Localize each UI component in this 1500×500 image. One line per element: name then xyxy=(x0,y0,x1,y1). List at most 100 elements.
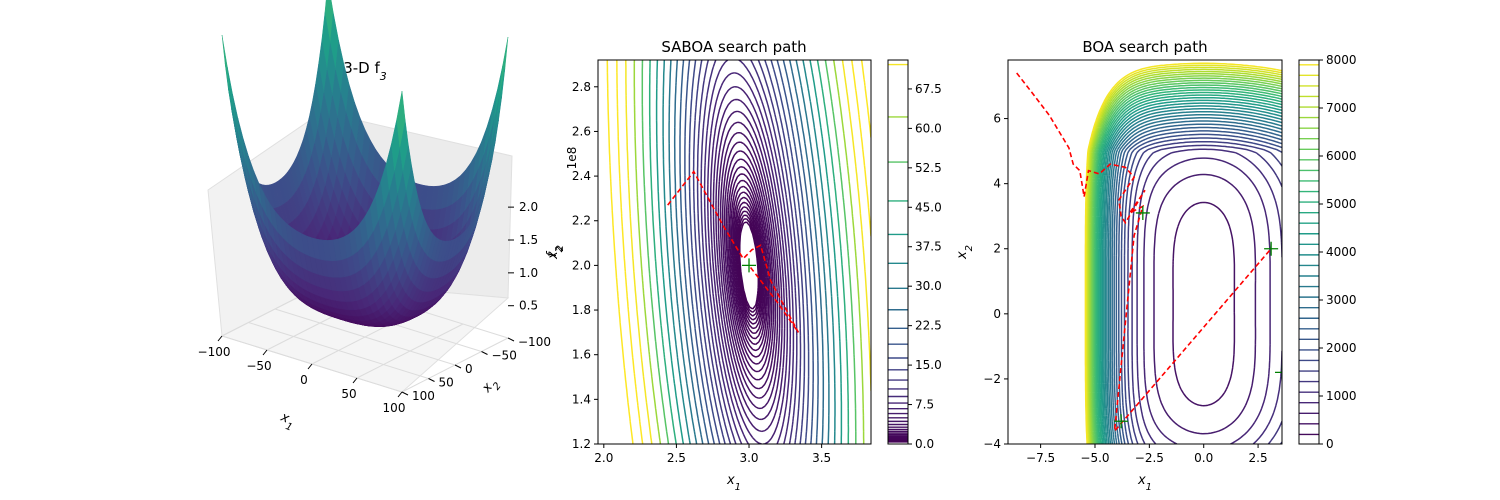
saboa-contour-line xyxy=(712,98,786,433)
saboa-contour-line xyxy=(655,60,843,444)
saboa-contour-line xyxy=(709,85,789,444)
surface-ylabel: x2 xyxy=(479,375,504,399)
saboa-colorbar-tick-label: 7.5 xyxy=(915,398,934,412)
boa-contour-line xyxy=(1094,86,1282,444)
boa-contour-line xyxy=(1153,173,1257,435)
boa-contour-line xyxy=(1084,62,1282,444)
boa-colorbar-tick-label: 4000 xyxy=(1326,245,1357,259)
surface-xtick-label: −100 xyxy=(198,345,231,359)
surface-ztick-label: 1.5 xyxy=(519,233,538,247)
boa-contour-line xyxy=(1090,77,1282,444)
boa-contour-line xyxy=(1127,140,1282,444)
boa-colorbar-tick-label: 7000 xyxy=(1326,101,1357,115)
saboa-contour-line xyxy=(648,60,850,444)
boa-xtick-label: −7.5 xyxy=(1026,451,1055,465)
boa-search-path-line xyxy=(1016,72,1272,434)
surface-ztick-label: 2.0 xyxy=(519,200,538,214)
saboa-path xyxy=(667,170,800,333)
saboa-contour-line xyxy=(725,158,773,373)
boa-colorbar-tick-label: 0 xyxy=(1326,437,1334,451)
saboa-xtick-label: 3.0 xyxy=(739,451,758,465)
boa-contour-line xyxy=(1111,120,1282,444)
surface-title: 3-D f3 xyxy=(343,59,387,83)
surface-title-sub: 3 xyxy=(380,70,387,83)
surface-ztick-label: 1.0 xyxy=(519,266,538,280)
boa-contour-line xyxy=(1087,68,1282,444)
boa-contour-line xyxy=(1089,75,1282,444)
saboa-contour-line xyxy=(730,179,769,352)
saboa-contour-line xyxy=(633,60,865,444)
boa-panel: BOA search path −7.5 −5.0 −2.5 0.0 2.5 −4 −2 0 2… xyxy=(955,38,1357,493)
saboa-ytick-label: 1.4 xyxy=(572,392,591,406)
boa-title: BOA search path xyxy=(1082,38,1207,56)
surface-xtick-mark xyxy=(262,349,268,356)
boa-contour-line xyxy=(1172,201,1236,407)
boa-ytick-label: −4 xyxy=(983,437,1001,451)
surface-ytick-mark xyxy=(481,351,488,355)
surface-mesh xyxy=(221,0,509,327)
surface-facet xyxy=(396,90,406,148)
saboa-contour-line xyxy=(703,60,795,444)
boa-contours xyxy=(1084,62,1282,444)
saboa-contour-line xyxy=(732,191,766,340)
saboa-colorbar-tick-label: 52.5 xyxy=(915,161,942,175)
surface-ytick-label: 50 xyxy=(439,376,454,390)
surface-ytick-label: 100 xyxy=(412,389,435,403)
boa-contour-line xyxy=(1087,70,1282,444)
boa-ytick-label: −2 xyxy=(983,372,1001,386)
saboa-contour-line xyxy=(734,201,764,330)
boa-contour-line xyxy=(1106,110,1282,444)
saboa-contour-line xyxy=(721,141,777,390)
boa-contour-line xyxy=(1104,108,1282,444)
boa-optimum-marker xyxy=(1114,414,1129,429)
saboa-contour-line xyxy=(625,60,871,444)
boa-contour-line xyxy=(1100,99,1282,444)
surface-xtick-mark xyxy=(307,363,313,370)
floor-gridline xyxy=(274,308,456,366)
surface-ytick-mark xyxy=(401,391,409,396)
saboa-colorbar-tick-label: 37.5 xyxy=(915,240,942,254)
saboa-contour-line xyxy=(641,60,857,444)
boa-colorbar-tick-label: 5000 xyxy=(1326,197,1357,211)
boa-colorbar-tick-label: 6000 xyxy=(1326,149,1357,163)
boa-xtick-label: −5.0 xyxy=(1080,451,1109,465)
saboa-colorbar-tick-label: 67.5 xyxy=(915,82,942,96)
surface-title-main: 3-D f xyxy=(343,59,380,77)
boa-ytick-label: 4 xyxy=(993,177,1001,191)
surface-xtick-label: 0 xyxy=(300,373,308,387)
boa-path xyxy=(1016,72,1282,434)
saboa-search-path-line xyxy=(667,170,800,333)
boa-ytick-label: 0 xyxy=(993,307,1001,321)
boa-colorbar-tick-label: 3000 xyxy=(1326,293,1357,307)
boa-contour-line xyxy=(1131,144,1282,444)
saboa-axes-frame xyxy=(597,59,872,445)
saboa-contour-line xyxy=(727,166,771,365)
saboa-contour-line xyxy=(688,60,810,444)
surface-ytick-mark xyxy=(454,364,462,369)
surface-xtick-label: 100 xyxy=(383,401,406,415)
saboa-colorbar-tick-label: 0.0 xyxy=(915,437,934,451)
boa-contour-line xyxy=(1136,148,1282,444)
surface-ztick-label: 0.5 xyxy=(519,299,538,313)
surface-zlabel: f2 xyxy=(545,246,565,257)
surface-facet xyxy=(221,34,231,95)
boa-xtick-label: 0.0 xyxy=(1194,451,1213,465)
saboa-contour-line xyxy=(692,60,806,444)
saboa-contour-line xyxy=(696,60,802,444)
surface-xlabel: x1 xyxy=(276,409,297,433)
saboa-contour-line xyxy=(715,110,783,421)
boa-contour-line xyxy=(1092,81,1282,444)
saboa-contour-line xyxy=(700,60,798,444)
surface-xtick-label: 50 xyxy=(341,387,356,401)
saboa-contour-line xyxy=(684,60,814,444)
boa-contour-line xyxy=(1115,126,1282,444)
surface-xtick-mark xyxy=(217,335,223,342)
saboa-xtick-label: 2.5 xyxy=(667,451,686,465)
surface-ytick-label: −100 xyxy=(518,335,551,349)
boa-xlabel: x1 xyxy=(1137,473,1152,493)
saboa-contour-line xyxy=(719,131,779,399)
boa-optimum-marker xyxy=(1135,205,1150,220)
boa-ticks: −7.5 −5.0 −2.5 0.0 2.5 −4 −2 0 2 4 6 xyxy=(983,112,1267,465)
saboa-colorbar-tick-label: 30.0 xyxy=(915,279,942,293)
